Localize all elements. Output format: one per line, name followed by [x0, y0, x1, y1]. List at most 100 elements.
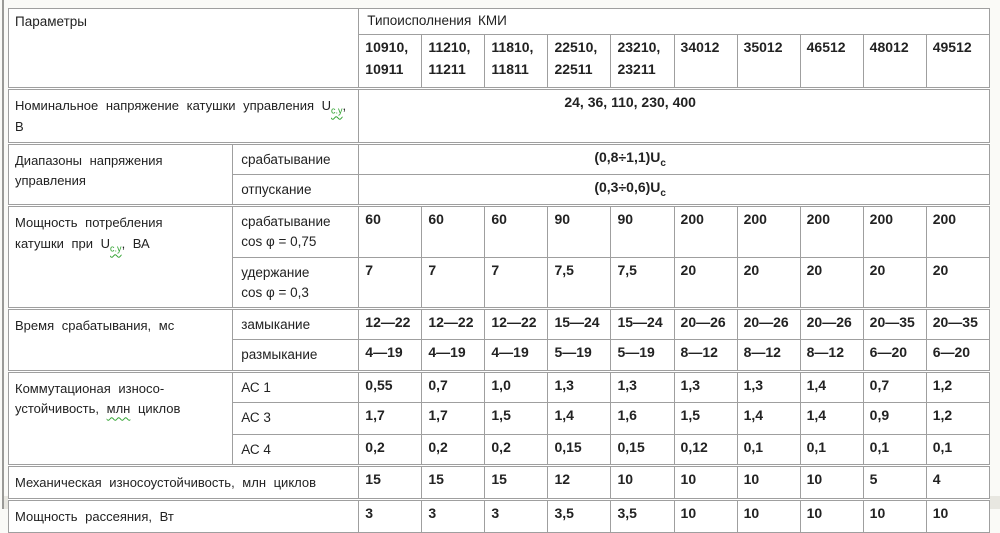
sub-label-ac3: АС 3 — [232, 401, 360, 435]
row-label-mechanical-endurance: Механическая износоустойчивость, млн цик… — [7, 464, 360, 500]
sub-label-line1: удержание — [241, 264, 310, 280]
mechanical-endurance-value: 15 — [421, 464, 486, 500]
coil-power-pickup-value: 200 — [799, 204, 864, 258]
u-subscript: с.у — [110, 243, 122, 254]
coil-power-pickup-value: 60 — [358, 204, 423, 258]
ac3-value: 1,6 — [610, 401, 675, 435]
open-time-value: 6—20 — [862, 339, 927, 372]
open-time-value: 8—12 — [799, 339, 864, 372]
sub-label-ac1: АС 1 — [232, 369, 360, 403]
dissipation-power-value: 10 — [799, 497, 864, 533]
coil-power-hold-value: 20 — [736, 256, 801, 310]
sub-label-pickup-cos: срабатывание cos φ = 0,75 — [232, 204, 360, 258]
ac1-value: 1,3 — [610, 369, 675, 403]
mechanical-endurance-value: 10 — [799, 464, 864, 500]
ac4-value: 0,1 — [862, 433, 927, 467]
sub-label-dropout: отпускание — [232, 173, 360, 207]
label-unit: , ВА — [121, 235, 150, 251]
column-header: 46512 — [799, 34, 864, 89]
row-label-switching-endurance: Коммутационая износо-устойчивость, млн ц… — [7, 369, 234, 467]
ac3-value: 1,5 — [673, 401, 738, 435]
ac1-value: 1,3 — [673, 369, 738, 403]
open-time-value: 4—19 — [421, 339, 486, 372]
ac1-value: 1,3 — [736, 369, 801, 403]
dropout-range-value: (0,3÷0,6)Uс — [358, 173, 990, 207]
ac4-value: 0,12 — [673, 433, 738, 467]
ac3-value: 1,2 — [925, 401, 991, 435]
mechanical-endurance-value: 15 — [358, 464, 423, 500]
u-subscript: с.у — [331, 105, 343, 116]
ac3-value: 1,4 — [736, 401, 801, 435]
ac4-value: 0,2 — [484, 433, 549, 467]
spec-table: Параметры Типоисполнения КМИ 10910, 1091… — [7, 8, 991, 533]
column-header: 23210, 23211 — [610, 34, 675, 89]
coil-power-pickup-value: 200 — [862, 204, 927, 258]
spellcheck-word: млн — [106, 401, 131, 417]
ac4-value: 0,2 — [358, 433, 423, 467]
ac3-value: 1,7 — [421, 401, 486, 435]
row-voltage-range-dropout: отпускание (0,3÷0,6)Uс — [9, 173, 990, 207]
sub-label-closing: замыкание — [232, 307, 360, 341]
sub-label-line2: cos φ = 0,75 — [241, 234, 317, 250]
close-time-value: 20—35 — [925, 307, 991, 341]
param-header: Параметры — [7, 8, 360, 89]
sub-label-ac4: АС 4 — [232, 433, 360, 467]
sub-label-hold-cos: удержание cos φ = 0,3 — [232, 256, 360, 310]
mechanical-endurance-value: 5 — [862, 464, 927, 500]
coil-power-pickup-value: 60 — [421, 204, 486, 258]
mechanical-endurance-value: 10 — [673, 464, 738, 500]
header-row-top: Параметры Типоисполнения КМИ — [7, 8, 990, 89]
ac1-value: 1,2 — [925, 369, 991, 403]
sub-label-pickup: срабатывание — [232, 141, 360, 175]
type-group-header: Типоисполнения КМИ — [358, 8, 990, 35]
column-header: 35012 — [736, 34, 801, 89]
row-coil-power-hold: удержание cos φ = 0,3 7 7 7 7,5 7,5 20 20 20 20 20 — [9, 256, 991, 310]
column-header: 11810, 11811 — [484, 34, 549, 89]
coil-power-pickup-value: 90 — [610, 204, 675, 258]
ac4-value: 0,1 — [799, 433, 864, 467]
ac3-value: 1,7 — [358, 401, 423, 435]
mechanical-endurance-value: 4 — [925, 464, 991, 500]
close-time-value: 20—26 — [736, 307, 801, 341]
sub-label-line1: срабатывание — [241, 214, 331, 230]
row-switching-endurance-ac4: АС 4 0,2 0,2 0,2 0,15 0,15 0,12 0,1 0,1 0,1 0,1 — [9, 433, 991, 467]
dissipation-power-value: 3 — [484, 497, 549, 533]
row-switching-endurance-ac1: Коммутационая износо-устойчивость, млн ц… — [7, 369, 991, 467]
label-unit: , В — [15, 98, 347, 134]
label-unit: циклов — [130, 401, 181, 417]
value-text: (0,3÷0,6)U — [594, 178, 661, 195]
ac1-value: 0,55 — [358, 369, 423, 403]
row-coil-power-pickup: Мощность потребления катушки при Uс.у, В… — [7, 204, 991, 310]
dissipation-power-value: 10 — [736, 497, 801, 533]
value-text: (0,8÷1,1)U — [594, 148, 661, 165]
row-label-nominal-voltage: Номинальное напряжение катушки управлени… — [7, 87, 360, 144]
ac1-value: 1,4 — [799, 369, 864, 403]
close-time-value: 12—22 — [421, 307, 486, 341]
dissipation-power-value: 3 — [358, 497, 423, 533]
row-label-response-time: Время срабатывания, мс — [7, 307, 234, 372]
row-response-time-close: Время срабатывания, мс замыкание 12—22 12… — [7, 307, 991, 372]
nominal-voltage-values: 24, 36, 110, 230, 400 — [358, 87, 990, 144]
dissipation-power-value: 3,5 — [547, 497, 612, 533]
ac1-value: 1,0 — [484, 369, 549, 403]
open-time-value: 5—19 — [610, 339, 675, 372]
row-label-voltage-range: Диапазоны напряжения управления — [7, 141, 234, 207]
close-time-value: 12—22 — [484, 307, 549, 341]
row-mechanical-endurance: Механическая износоустойчивость, млн цик… — [7, 464, 991, 500]
column-header: 48012 — [862, 34, 927, 89]
close-time-value: 12—22 — [358, 307, 423, 341]
close-time-value: 20—35 — [862, 307, 927, 341]
dissipation-power-value: 10 — [673, 497, 738, 533]
coil-power-hold-value: 20 — [862, 256, 927, 310]
uc-subscript: с — [660, 187, 666, 199]
column-header: 10910, 10911 — [358, 34, 423, 89]
close-time-value: 20—26 — [673, 307, 738, 341]
ac1-value: 0,7 — [421, 369, 486, 403]
mechanical-endurance-value: 12 — [547, 464, 612, 500]
coil-power-hold-value: 7 — [421, 256, 486, 310]
column-header: 11210, 11211 — [421, 34, 486, 89]
open-time-value: 4—19 — [358, 339, 423, 372]
row-voltage-range-pickup: Диапазоны напряжения управления срабатыв… — [7, 141, 990, 207]
row-label-coil-power: Мощность потребления катушки при Uс.у, В… — [7, 204, 234, 310]
open-time-value: 5—19 — [547, 339, 612, 372]
